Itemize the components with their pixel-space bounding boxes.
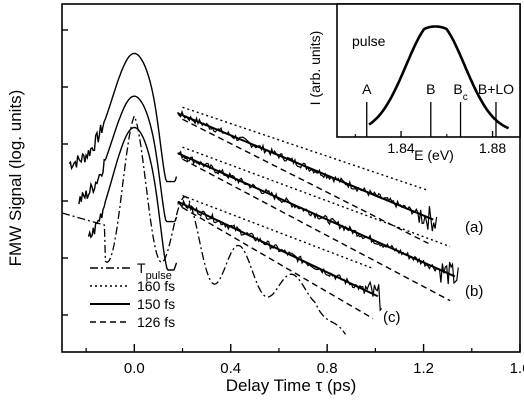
inset-x-label: E (eV) [414, 147, 454, 163]
series-2-tail-data [177, 199, 383, 312]
series-0-fit-126fs [182, 118, 429, 245]
curve-label-b: (b) [465, 283, 483, 300]
x-tick-label: 0.8 [317, 360, 338, 377]
inset-marker-label: A [362, 81, 372, 97]
x-tick-label: 0.0 [124, 360, 145, 377]
x-tick-label: 1.6 [510, 360, 524, 377]
pulse-autocorrelation [61, 114, 347, 335]
inset-plot: 1.84 1.88 A B Bc B+LO pulse E (eV) I (arb. u… [307, 3, 521, 163]
series-2-fit-150fs [177, 200, 379, 298]
curve-label-c: (c) [383, 309, 401, 326]
x-tick-label: 0.4 [220, 360, 241, 377]
series-1-fit-126fs [182, 158, 451, 302]
series-0-peak [68, 52, 178, 183]
inset-pulse-label: pulse [352, 33, 386, 49]
series-0-fit-150fs [177, 112, 434, 221]
inset-ticks: 1.84 1.88 [354, 131, 506, 156]
inset-x-tick-label: 1.88 [479, 140, 506, 156]
inset-markers: A B Bc B+LO [362, 81, 514, 137]
series-1 [78, 95, 459, 302]
series-0 [68, 52, 438, 245]
main-ticks: 0.0 0.4 0.8 1.2 1.6 [62, 29, 524, 377]
series-2-fit-160fs [182, 194, 374, 270]
inset-curve [368, 25, 510, 130]
x-tick-label: 1.2 [413, 360, 434, 377]
legend-label: 126 fs [137, 314, 175, 330]
inset-pulse-spectrum [368, 25, 510, 130]
series-2-fit-126fs [182, 206, 374, 320]
series-1-peak [78, 95, 178, 223]
series-2 [87, 126, 383, 320]
legend-label-subscript: pulse [146, 270, 172, 282]
series-0-tail-data [177, 109, 438, 232]
series-1-fit-160fs [182, 146, 451, 248]
inset-marker-label: B [426, 81, 435, 97]
x-axis-label: Delay Time τ (ps) [226, 376, 356, 395]
main-curves [61, 52, 459, 335]
main-plot-frame [61, 3, 521, 353]
inset-marker-subscript: c [463, 92, 468, 103]
series-1-fit-150fs [177, 152, 456, 278]
curve-labels: (a) (b) (c) [383, 219, 483, 326]
y-axis-label: FMW Signal (log. units) [6, 90, 25, 267]
series-0-fit-160fs [182, 106, 429, 192]
legend-label: 160 fs [137, 278, 175, 294]
inset-y-label: I (arb. units) [307, 31, 323, 106]
curve-label-a: (a) [465, 219, 483, 236]
series-2-peak [87, 126, 178, 271]
inset-marker-label: B+LO [478, 81, 514, 97]
legend-label: 150 fs [137, 296, 175, 312]
inset-x-tick-label: 1.84 [387, 140, 414, 156]
